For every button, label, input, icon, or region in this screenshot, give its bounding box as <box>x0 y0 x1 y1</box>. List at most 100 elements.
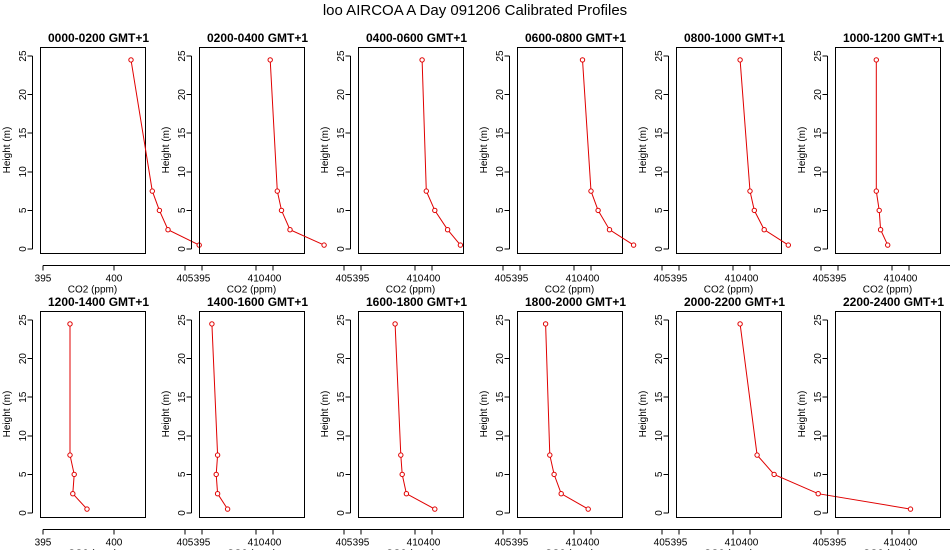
y-tick-label: 10 <box>336 166 347 178</box>
x-tick-label: 410 <box>884 274 901 285</box>
data-point <box>771 471 777 478</box>
x-tick-label: 405 <box>654 538 671 549</box>
series-line <box>269 59 325 246</box>
data-point <box>149 188 156 194</box>
data-point <box>444 227 451 233</box>
data-point <box>754 452 760 458</box>
data-point <box>815 491 821 497</box>
y-tick-label: 5 <box>495 471 506 477</box>
x-tick-label: 405 <box>495 274 512 285</box>
x-tick-label: 400 <box>265 538 282 549</box>
panel-title: 0400-0600 GMT+1 <box>366 31 467 45</box>
data-point <box>71 471 77 478</box>
y-tick-label: 15 <box>336 391 347 403</box>
y-tick-label: 0 <box>336 246 347 252</box>
y-tick-label: 5 <box>177 471 188 477</box>
plot-frame <box>358 47 464 254</box>
panel-title: 2000-2200 GMT+1 <box>684 295 785 309</box>
data-point <box>287 227 293 233</box>
x-tick-label: 395 <box>512 538 529 549</box>
panel-title: 0200-0400 GMT+1 <box>207 31 308 45</box>
y-tick-label: 15 <box>495 127 506 139</box>
series-line <box>421 59 461 246</box>
x-tick-label: 405 <box>177 274 194 285</box>
data-point <box>785 242 791 248</box>
x-axis-label: CO2 (ppm) <box>545 285 594 296</box>
data-point <box>432 506 438 512</box>
data-point <box>547 452 553 458</box>
data-point <box>588 188 594 194</box>
y-tick-label: 0 <box>495 246 506 252</box>
x-tick-label: 405 <box>495 538 512 549</box>
data-point <box>67 321 73 327</box>
y-axis-label: Height (m) <box>320 391 331 438</box>
y-tick-label: 0 <box>18 246 29 252</box>
x-tick-label: 405 <box>336 274 353 285</box>
data-point <box>399 471 405 478</box>
data-point <box>595 207 601 214</box>
data-point <box>885 242 891 248</box>
data-point <box>128 57 134 63</box>
data-point <box>165 227 171 233</box>
y-tick-label: 15 <box>336 127 347 139</box>
y-axis-label: Height (m) <box>479 127 490 174</box>
y-tick-label: 10 <box>495 166 506 178</box>
x-tick-label: 400 <box>742 274 759 285</box>
x-tick-label: 410 <box>407 538 424 549</box>
series-line <box>69 323 88 510</box>
y-tick-label: 20 <box>336 89 347 101</box>
y-tick-label: 25 <box>813 314 824 326</box>
data-point <box>274 188 280 194</box>
y-tick-label: 25 <box>495 50 506 62</box>
data-point <box>278 207 285 214</box>
data-point <box>606 227 613 233</box>
x-axis-label: CO2 (ppm) <box>227 285 276 296</box>
x-tick-label: 410 <box>248 538 265 549</box>
y-tick-label: 10 <box>654 166 665 178</box>
x-tick-label: 400 <box>901 538 918 549</box>
y-tick-label: 10 <box>18 166 29 178</box>
panel-title: 0600-0800 GMT+1 <box>525 31 626 45</box>
y-tick-label: 5 <box>654 207 665 213</box>
y-tick-label: 10 <box>177 430 188 442</box>
y-tick-label: 25 <box>654 50 665 62</box>
y-tick-label: 5 <box>813 207 824 213</box>
panel-title: 0000-0200 GMT+1 <box>48 31 149 45</box>
x-tick-label: 410 <box>725 274 742 285</box>
y-tick-label: 20 <box>495 89 506 101</box>
y-tick-label: 5 <box>336 471 347 477</box>
y-tick-label: 10 <box>336 430 347 442</box>
x-tick-label: 395 <box>512 274 529 285</box>
y-axis-label: Height (m) <box>320 127 331 174</box>
y-tick-label: 15 <box>18 127 29 139</box>
y-tick-label: 5 <box>654 471 665 477</box>
x-tick-label: 395 <box>35 274 52 285</box>
data-point <box>579 57 586 63</box>
plot-frame <box>199 47 305 254</box>
y-tick-label: 20 <box>18 89 29 101</box>
x-axis-label: CO2 (ppm) <box>386 285 435 296</box>
data-point <box>392 321 398 327</box>
y-axis-label: Height (m) <box>797 127 808 174</box>
data-point <box>214 491 221 497</box>
data-point <box>224 506 231 512</box>
data-point <box>156 207 163 214</box>
data-point <box>737 57 743 63</box>
x-tick-label: 410 <box>566 538 583 549</box>
y-tick-label: 15 <box>813 391 824 403</box>
y-tick-label: 25 <box>495 314 506 326</box>
y-tick-label: 20 <box>177 353 188 365</box>
data-point <box>398 452 404 458</box>
y-tick-label: 10 <box>813 430 824 442</box>
y-tick-label: 0 <box>813 246 824 252</box>
data-point <box>630 242 637 248</box>
y-tick-label: 10 <box>177 166 188 178</box>
data-point <box>737 321 743 327</box>
y-tick-label: 15 <box>18 391 29 403</box>
data-point <box>751 207 757 214</box>
y-axis-label: Height (m) <box>161 127 172 174</box>
